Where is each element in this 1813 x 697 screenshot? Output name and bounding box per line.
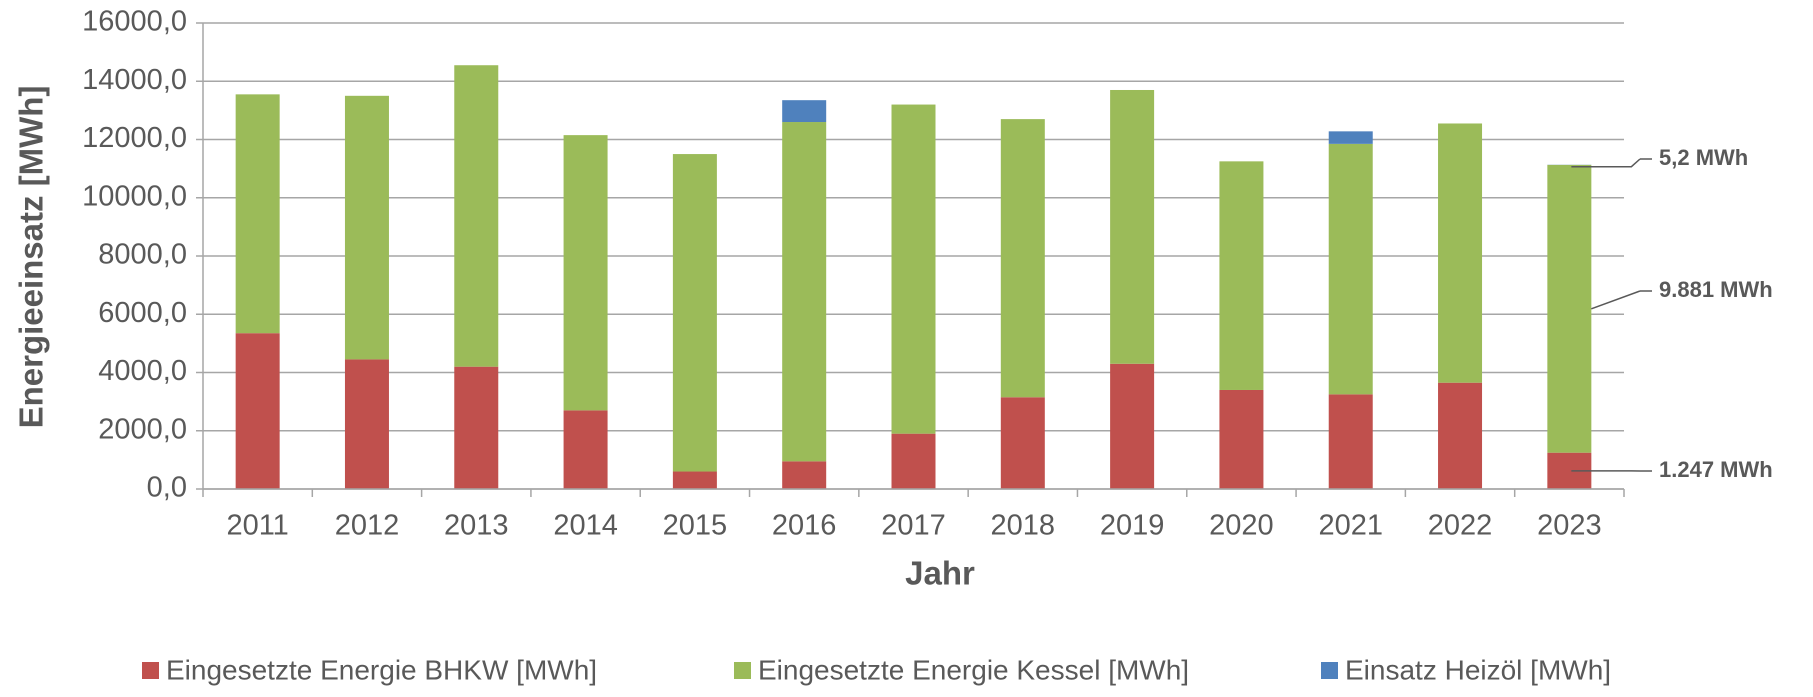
bar-segment: [1000, 119, 1045, 398]
y-tick-label: 4000,0: [98, 355, 187, 387]
x-tick-label: 2015: [663, 510, 728, 542]
x-tick-label: 2012: [335, 510, 400, 542]
bar-segment: [782, 122, 827, 462]
x-tick-label: 2019: [1100, 510, 1165, 542]
y-tick-label: 8000,0: [98, 239, 187, 271]
y-tick-label: 10000,0: [82, 180, 187, 212]
leader-line: [1591, 290, 1641, 310]
y-tick-label: 0,0: [147, 472, 187, 504]
y-tick-label: 16000,0: [82, 6, 187, 38]
leader-line: [1571, 158, 1641, 168]
bar-segment: [1219, 161, 1264, 390]
legend-label: Einsatz Heizöl [MWh]: [1345, 654, 1611, 685]
bar-segment: [344, 95, 389, 360]
x-tick-label: 2013: [444, 510, 509, 542]
legend-swatch: [142, 662, 159, 679]
bar-segment: [891, 104, 936, 434]
x-tick-label: 2021: [1318, 510, 1383, 542]
bar-segment: [1219, 389, 1264, 489]
bar-segment: [1328, 394, 1373, 489]
bar-segment: [782, 100, 827, 123]
bar-segment: [1328, 143, 1373, 395]
bar-segment: [891, 433, 936, 489]
y-tick-label: 2000,0: [98, 413, 187, 445]
x-tick-label: 2016: [772, 510, 837, 542]
x-tick-label: 2022: [1428, 510, 1493, 542]
bar-segment: [454, 366, 499, 489]
bar-segment: [1000, 397, 1045, 489]
bar-segment: [454, 65, 499, 367]
bar-segment: [782, 461, 827, 489]
data-label: 9.881 MWh: [1659, 277, 1773, 302]
x-axis-title: Jahr: [905, 555, 975, 592]
legend-swatch: [1321, 662, 1338, 679]
y-tick-label: 12000,0: [82, 122, 187, 154]
bar-segment: [1438, 123, 1483, 383]
x-tick-label: 2018: [991, 510, 1056, 542]
y-tick-label: 14000,0: [82, 64, 187, 96]
bar-segment: [563, 410, 608, 489]
bar-segment: [563, 135, 608, 411]
legend-swatch: [734, 662, 751, 679]
bar-segment: [672, 154, 717, 472]
bar-segment: [235, 94, 280, 334]
y-tick-label: 6000,0: [98, 297, 187, 329]
y-axis-title: Energieeinsatz [MWh]: [13, 86, 50, 429]
x-tick-label: 2011: [226, 510, 288, 542]
data-label: 5,2 MWh: [1659, 145, 1748, 170]
bar-segment: [1547, 164, 1592, 453]
bar-segment: [235, 333, 280, 489]
x-tick-label: 2014: [553, 510, 618, 542]
data-label: 1.247 MWh: [1659, 457, 1773, 482]
bar-segment: [344, 359, 389, 489]
bar-segment: [1328, 131, 1373, 144]
x-tick-label: 2017: [881, 510, 946, 542]
x-tick-label: 2020: [1209, 510, 1274, 542]
bar-segment: [1110, 89, 1155, 364]
x-tick-label: 2023: [1537, 510, 1602, 542]
legend-label: Eingesetzte Energie BHKW [MWh]: [166, 654, 597, 685]
legend-label: Eingesetzte Energie Kessel [MWh]: [758, 654, 1189, 685]
bar-segment: [1110, 363, 1155, 489]
bar-segment: [672, 471, 717, 489]
bar-segment: [1438, 382, 1483, 489]
